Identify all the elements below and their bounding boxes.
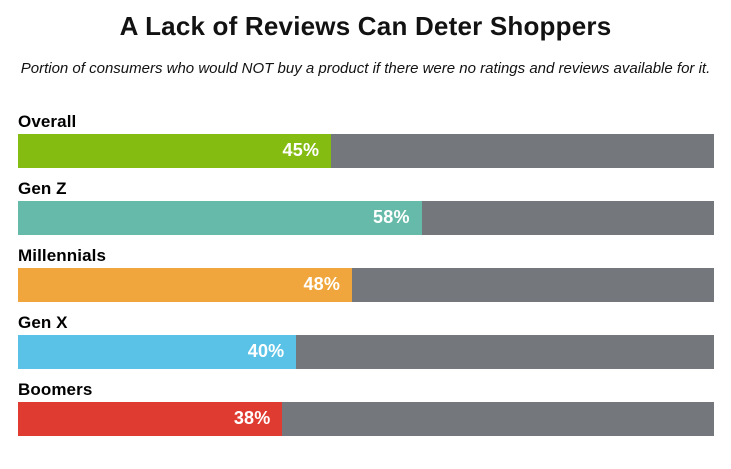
category-label: Gen Z xyxy=(18,178,67,198)
bar-row: Overall 45% xyxy=(18,112,714,168)
value-label: 48% xyxy=(303,274,341,295)
category-label: Gen X xyxy=(18,312,68,332)
category-label: Millennials xyxy=(18,245,107,265)
bar-fill: 45% xyxy=(18,133,332,168)
chart-title: A Lack of Reviews Can Deter Shoppers xyxy=(119,11,612,41)
bar-fill: 58% xyxy=(18,200,422,235)
value-label: 45% xyxy=(282,140,320,161)
bar-row: Millennials 48% xyxy=(18,246,714,302)
bar-row: Boomers 38% xyxy=(18,380,714,436)
bar-fill: 48% xyxy=(18,267,353,302)
bar-track: 45% xyxy=(18,133,714,168)
value-label: 40% xyxy=(247,341,285,362)
bar-fill: 38% xyxy=(18,401,283,436)
bar-track: 58% xyxy=(18,200,714,235)
bar-row: Gen Z 58% xyxy=(18,179,714,235)
bar-fill: 40% xyxy=(18,334,297,369)
value-label: 38% xyxy=(233,408,271,429)
chart-subtitle: Portion of consumers who would NOT buy a… xyxy=(20,60,711,77)
category-label: Boomers xyxy=(18,379,93,399)
bar-chart: Overall 45% Gen Z 58% Millennials 48% Ge… xyxy=(18,112,714,436)
bar-track: 40% xyxy=(18,334,714,369)
bar-row: Gen X 40% xyxy=(18,313,714,369)
value-label: 58% xyxy=(373,207,410,228)
bar-track: 48% xyxy=(18,267,714,302)
category-label: Overall xyxy=(18,111,77,131)
bar-track: 38% xyxy=(18,401,714,436)
